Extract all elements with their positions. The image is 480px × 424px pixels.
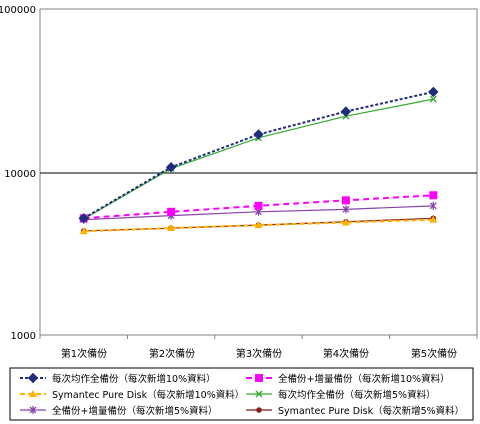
series-3-point [429,215,438,223]
legend-marker-1 [27,372,39,384]
y-tick-label-1000: 1000 [11,331,36,342]
legend-marker-6 [256,407,262,413]
y-tick-label-10000: 10000 [4,169,36,180]
legend-box [9,367,474,421]
series-1-point [340,106,352,117]
legend-label-1: 每次均作全備份（每次新增10%資料） [52,373,216,385]
series-3-point [167,224,176,232]
legend-marker-4 [255,390,263,398]
series-3-line [83,218,434,233]
series-3-point [79,227,88,235]
x-tick-label-5: 第5次備份 [411,347,457,360]
legend-label-3: Symantec Pure Disk（每次新增10%資料） [52,389,244,401]
x-axis-tick-labels: 第1次備份 第2次備份 第3次備份 第4次備份 第5次備份 [61,347,457,360]
series-2-point [341,196,350,205]
x-tick-label-3: 第3次備份 [236,347,282,360]
y-tick-label-100000: 100000 [0,5,36,16]
series-5-point [342,205,350,214]
y-axis-tick-labels: 100000 10000 1000 [0,5,36,342]
series-1 [78,86,439,224]
plot-area-frame [39,8,478,336]
legend-label-2: 全備份+增量備份（每次新增10%資料） [278,373,450,385]
x-tick-label-4: 第4次備份 [323,347,369,360]
series-1-point [428,86,439,98]
legend-marker-3 [29,390,37,397]
x-tick-label-1: 第1次備份 [61,347,107,360]
series-2-point [167,207,176,216]
series-1-point [165,162,177,173]
legend-label-4: 每次均作全備份（每次新增5%資料） [278,389,436,401]
series-3-point [254,221,263,229]
series-1-point [253,129,264,140]
series-5-point [429,201,437,210]
series-layer [78,86,439,235]
series-3 [79,215,438,235]
x-axis-tick-marks [39,335,478,339]
legend-marker-2 [255,374,263,382]
legend-label-5: 全備份+增量備份（每次新增5%資料） [52,405,218,417]
series-2-point [254,201,263,210]
series-1-point [78,213,89,224]
legend-marker-5 [29,406,37,414]
legend: 每次均作全備份（每次新增10%資料） 全備份+增量備份（每次新增10%資料） S… [20,372,464,417]
series-3-point [341,218,350,226]
legend-label-6: Symantec Pure Disk（每次新增5%資料） [278,405,464,417]
x-tick-label-2: 第2次備份 [149,347,195,360]
series-2-point [429,191,438,200]
series-1-line [83,90,434,220]
series-4-point [429,95,437,103]
